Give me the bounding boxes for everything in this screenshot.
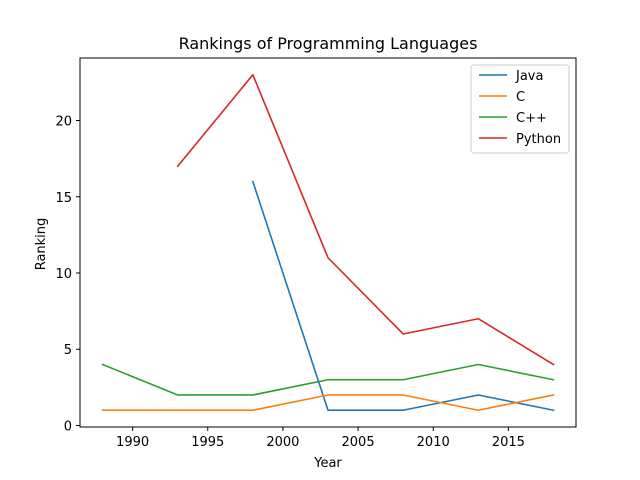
- series-line-c: [101, 394, 555, 412]
- x-tick-label: 1990: [116, 435, 149, 450]
- legend-label: Java: [515, 69, 543, 84]
- y-tick-label: 0: [64, 419, 72, 434]
- legend-label: C++: [516, 111, 547, 126]
- x-tick-label: 1995: [191, 435, 224, 450]
- y-axis: 0 5 10 15 20: [55, 115, 80, 434]
- x-axis: 1990 1995 2000 2005 2010 2015: [116, 427, 525, 450]
- x-tick-label: 2015: [492, 435, 525, 450]
- legend-box: [470, 64, 570, 154]
- series-line-python: [176, 73, 555, 366]
- series-line-java: [251, 180, 555, 412]
- x-tick-label: 2005: [342, 435, 375, 450]
- series-line-cpp: [101, 363, 555, 396]
- legend-label: Python: [516, 132, 561, 147]
- y-tick-label: 5: [64, 343, 72, 358]
- y-tick-label: 10: [55, 267, 72, 282]
- legend-label: C: [516, 90, 525, 105]
- x-tick-label: 2000: [266, 435, 299, 450]
- legend: Java C C++ Python: [470, 64, 570, 154]
- x-tick-label: 2010: [417, 435, 450, 450]
- series-lines: [101, 73, 555, 412]
- y-tick-label: 20: [55, 115, 72, 130]
- y-tick-label: 15: [55, 191, 72, 206]
- x-axis-label: Year: [313, 456, 342, 471]
- chart-title: Rankings of Programming Languages: [179, 34, 478, 53]
- y-axis-label: Ranking: [34, 218, 49, 271]
- plot-area-frame: [79, 57, 577, 428]
